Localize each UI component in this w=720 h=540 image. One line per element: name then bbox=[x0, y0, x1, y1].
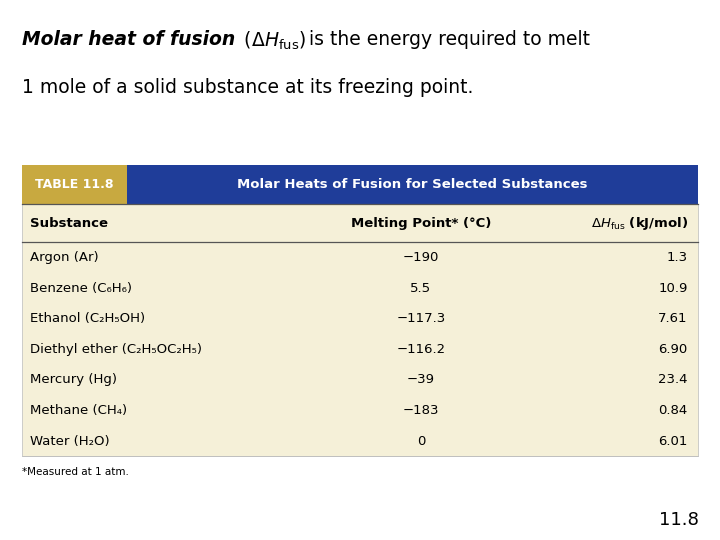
Text: Methane (CH₄): Methane (CH₄) bbox=[30, 404, 127, 417]
Text: Melting Point* (°C): Melting Point* (°C) bbox=[351, 217, 491, 230]
Text: 7.61: 7.61 bbox=[658, 312, 688, 325]
Text: Ethanol (C₂H₅OH): Ethanol (C₂H₅OH) bbox=[30, 312, 145, 325]
Text: ($\Delta H_\mathrm{fus}$): ($\Delta H_\mathrm{fus}$) bbox=[238, 30, 307, 52]
Text: 6.90: 6.90 bbox=[658, 343, 688, 356]
Text: Benzene (C₆H₆): Benzene (C₆H₆) bbox=[30, 282, 132, 295]
Text: is the energy required to melt: is the energy required to melt bbox=[309, 30, 590, 49]
Text: 1.3: 1.3 bbox=[667, 251, 688, 264]
Text: *Measured at 1 atm.: *Measured at 1 atm. bbox=[22, 467, 128, 477]
Text: Substance: Substance bbox=[30, 217, 108, 230]
Text: −117.3: −117.3 bbox=[396, 312, 446, 325]
Text: Water (H₂O): Water (H₂O) bbox=[30, 435, 110, 448]
Text: −39: −39 bbox=[407, 374, 435, 387]
FancyBboxPatch shape bbox=[22, 165, 127, 204]
Text: 0: 0 bbox=[417, 435, 425, 448]
Text: 1 mole of a solid substance at its freezing point.: 1 mole of a solid substance at its freez… bbox=[22, 78, 473, 97]
Text: Mercury (Hg): Mercury (Hg) bbox=[30, 374, 117, 387]
Text: −183: −183 bbox=[402, 404, 439, 417]
Text: 6.01: 6.01 bbox=[658, 435, 688, 448]
Text: TABLE 11.8: TABLE 11.8 bbox=[35, 178, 113, 191]
FancyBboxPatch shape bbox=[127, 165, 698, 204]
Text: Diethyl ether (C₂H₅OC₂H₅): Diethyl ether (C₂H₅OC₂H₅) bbox=[30, 343, 202, 356]
Text: Argon (Ar): Argon (Ar) bbox=[30, 251, 99, 264]
FancyBboxPatch shape bbox=[22, 204, 698, 456]
Text: Molar heat of fusion: Molar heat of fusion bbox=[22, 30, 235, 49]
Text: 23.4: 23.4 bbox=[658, 374, 688, 387]
Text: $\Delta H_\mathrm{fus}$ (kJ/mol): $\Delta H_\mathrm{fus}$ (kJ/mol) bbox=[590, 214, 688, 232]
Text: 11.8: 11.8 bbox=[659, 511, 698, 529]
Text: 10.9: 10.9 bbox=[658, 282, 688, 295]
Text: Molar Heats of Fusion for Selected Substances: Molar Heats of Fusion for Selected Subst… bbox=[237, 178, 588, 191]
Text: −190: −190 bbox=[402, 251, 439, 264]
Text: −116.2: −116.2 bbox=[396, 343, 446, 356]
Text: 0.84: 0.84 bbox=[658, 404, 688, 417]
Text: 5.5: 5.5 bbox=[410, 282, 431, 295]
